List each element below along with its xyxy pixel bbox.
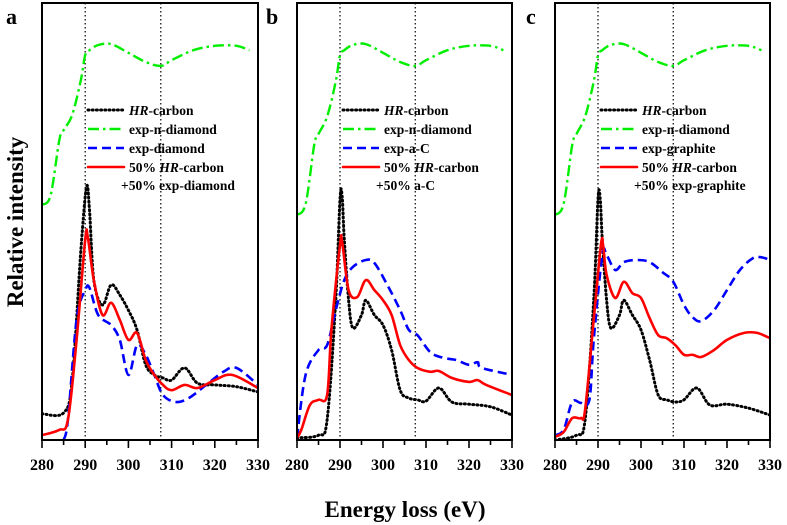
panel-b: b 280 290 300 310 320 330 HR-carbon exp-n-diamon… bbox=[266, 2, 524, 474]
series-line-hr bbox=[555, 188, 770, 440]
legend-label: +50% exp-graphite bbox=[634, 178, 746, 193]
legend-label: exp-a-C bbox=[384, 141, 430, 156]
legend-label: 50% HR-carbon bbox=[384, 160, 479, 175]
series-group bbox=[555, 42, 770, 440]
series-line-mix bbox=[555, 236, 770, 439]
legend-label: exp-n-diamond bbox=[384, 122, 472, 137]
x-tick-label: 290 bbox=[328, 457, 352, 474]
legend-label: HR-carbon bbox=[383, 103, 449, 118]
series-line-hr bbox=[297, 187, 512, 440]
legend-label: HR-carbon bbox=[128, 103, 194, 118]
series-line-exp bbox=[62, 284, 258, 440]
x-tick-label: 310 bbox=[672, 457, 696, 474]
x-tick-label: 320 bbox=[203, 457, 227, 474]
legend-label: 50% HR-carbon bbox=[129, 160, 224, 175]
legend-label: exp-n-diamond bbox=[129, 122, 217, 137]
legend-label: +50% exp-diamond bbox=[121, 178, 235, 193]
series-group bbox=[297, 42, 512, 440]
x-tick-label: 330 bbox=[758, 457, 782, 474]
legend-label: HR-carbon bbox=[641, 103, 707, 118]
panel-a: a 280 290 300 310 320 330 HR-carbon exp-n-diamon… bbox=[6, 2, 270, 474]
x-tick-label: 320 bbox=[457, 457, 481, 474]
series-line-exp bbox=[555, 246, 770, 437]
panel-c: c 280 290 300 310 320 330 HR-carbon exp-n-diamon… bbox=[526, 2, 782, 474]
x-tick-label: 330 bbox=[246, 457, 270, 474]
series-line-mix bbox=[42, 228, 258, 437]
legend-label: exp-diamond bbox=[129, 141, 205, 156]
x-tick-label: 310 bbox=[414, 457, 438, 474]
x-tick-label: 300 bbox=[629, 457, 653, 474]
panel-letter: a bbox=[6, 4, 17, 29]
x-tick-label: 300 bbox=[116, 457, 140, 474]
series-line-hr bbox=[42, 183, 258, 418]
series-group bbox=[42, 42, 258, 440]
x-tick-label: 280 bbox=[285, 457, 309, 474]
x-tick-label: 330 bbox=[500, 457, 524, 474]
x-tick-label: 280 bbox=[543, 457, 567, 474]
legend-label: exp-graphite bbox=[642, 141, 716, 156]
legend-label: exp-n-diamond bbox=[642, 122, 730, 137]
legend-label: 50% HR-carbon bbox=[642, 160, 737, 175]
x-tick-label: 310 bbox=[160, 457, 184, 474]
series-line-mix bbox=[297, 233, 512, 440]
y-axis-label: Relative intensity bbox=[3, 136, 28, 307]
series-line-exp bbox=[297, 258, 512, 438]
panel-letter: b bbox=[266, 4, 278, 29]
x-tick-label: 300 bbox=[371, 457, 395, 474]
x-tick-label: 320 bbox=[715, 457, 739, 474]
x-axis-label: Energy loss (eV) bbox=[325, 497, 486, 522]
plot-frame bbox=[554, 2, 771, 441]
x-tick-label: 280 bbox=[30, 457, 54, 474]
series-line-nd bbox=[42, 42, 250, 206]
x-tick-label: 290 bbox=[586, 457, 610, 474]
panel-letter: c bbox=[526, 4, 536, 29]
x-tick-label: 290 bbox=[73, 457, 97, 474]
legend-label: +50% a-C bbox=[376, 178, 435, 193]
